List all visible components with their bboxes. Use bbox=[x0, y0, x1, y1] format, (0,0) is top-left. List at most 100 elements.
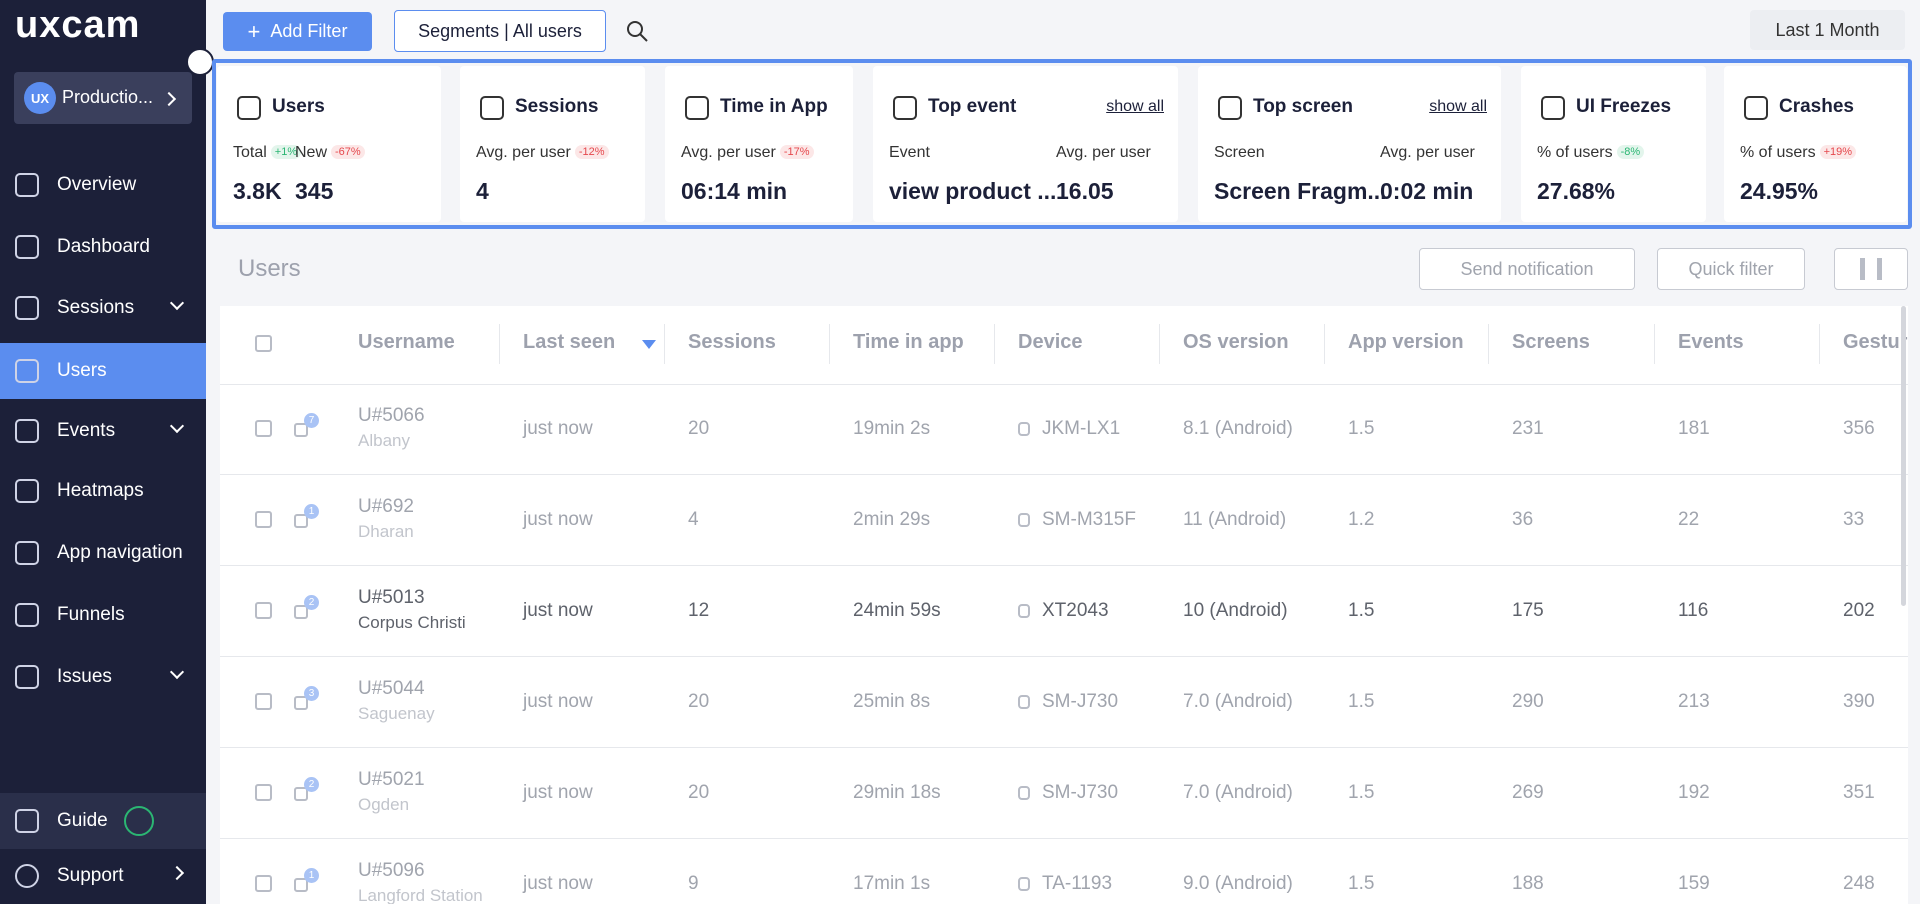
nav-item[interactable]: Users bbox=[0, 343, 206, 399]
nav-item[interactable]: Sessions bbox=[0, 280, 206, 336]
column-divider bbox=[1159, 324, 1160, 364]
nav-label: Funnels bbox=[57, 604, 125, 625]
metric-badge: -8% bbox=[1616, 145, 1645, 159]
table-cell: just now bbox=[523, 873, 593, 894]
table-row[interactable] bbox=[220, 384, 1908, 475]
metric-icon bbox=[480, 96, 504, 120]
nav-item[interactable]: Events bbox=[0, 403, 206, 459]
table-cell: 1.5 bbox=[1348, 600, 1375, 621]
column-header[interactable]: Sessions bbox=[688, 331, 776, 353]
location: Dharan bbox=[358, 522, 414, 541]
notes-icon bbox=[294, 878, 308, 892]
column-header[interactable]: OS version bbox=[1183, 331, 1289, 353]
metric-label: Avg. per user bbox=[1056, 144, 1151, 162]
quick-filter-button[interactable]: Quick filter bbox=[1657, 248, 1805, 290]
segments-button[interactable]: Segments | All users bbox=[394, 10, 606, 52]
column-divider bbox=[994, 324, 995, 364]
table-row[interactable] bbox=[220, 475, 1908, 566]
app-name: Productio... bbox=[62, 87, 154, 107]
nav-item[interactable]: Heatmaps bbox=[0, 463, 206, 519]
metric-card: Crashes % of users +19% 24.95% bbox=[1724, 66, 1907, 222]
send-notification-label: Send notification bbox=[1460, 258, 1594, 279]
logo: uxcam bbox=[15, 4, 141, 46]
row-checkbox[interactable] bbox=[255, 875, 272, 892]
columns-button[interactable] bbox=[1834, 248, 1908, 290]
location: Ogden bbox=[358, 795, 410, 814]
table-cell: SM-J730 bbox=[1042, 691, 1119, 712]
column-header[interactable]: App version bbox=[1348, 331, 1464, 353]
row-checkbox[interactable] bbox=[255, 420, 272, 437]
metric-card: Users Total +1% 3.8K New -67% 345 bbox=[217, 66, 441, 222]
column-header[interactable]: Gestures bbox=[1843, 331, 1908, 353]
nav-item[interactable]: Dashboard bbox=[0, 219, 206, 275]
table-title: Users bbox=[238, 255, 301, 282]
guide-label: Guide bbox=[57, 810, 108, 831]
column-divider bbox=[1488, 324, 1489, 364]
metric-value: Screen Fragm... bbox=[1214, 178, 1387, 204]
table-cell: 12 bbox=[688, 600, 710, 621]
location: Corpus Christi bbox=[358, 613, 466, 632]
app-selector[interactable]: UX Productio... bbox=[14, 72, 192, 124]
column-header[interactable]: Device bbox=[1018, 331, 1083, 353]
metric-badge: +19% bbox=[1819, 145, 1857, 159]
row-checkbox[interactable] bbox=[255, 602, 272, 619]
add-filter-button[interactable]: + Add Filter bbox=[223, 12, 372, 51]
nav-item[interactable]: Issues bbox=[0, 649, 206, 705]
metric-label: Avg. per user -12% bbox=[476, 144, 609, 162]
column-divider bbox=[1654, 324, 1655, 364]
period-selector[interactable]: Last 1 Month bbox=[1750, 10, 1905, 50]
column-header[interactable]: Username bbox=[358, 331, 455, 353]
table-cell: 25min 8s bbox=[853, 691, 931, 712]
row-checkbox[interactable] bbox=[255, 511, 272, 528]
send-notification-button[interactable]: Send notification bbox=[1419, 248, 1635, 290]
app-badge: UX bbox=[24, 82, 56, 114]
show-all-link[interactable]: show all bbox=[1106, 98, 1164, 115]
metric-label: Total +1% bbox=[233, 144, 302, 162]
table-cell: 1.2 bbox=[1348, 509, 1375, 530]
table-row[interactable] bbox=[220, 657, 1908, 748]
metric-title: Time in App bbox=[720, 96, 828, 117]
metric-value: 3.8K bbox=[233, 178, 282, 204]
metric-label-text: New bbox=[295, 144, 328, 161]
column-header[interactable]: Screens bbox=[1512, 331, 1590, 353]
row-checkbox[interactable] bbox=[255, 784, 272, 801]
row-checkbox[interactable] bbox=[255, 693, 272, 710]
show-all-link[interactable]: show all bbox=[1429, 98, 1487, 115]
users-table: Username Last seen Sessions Time in app Devi… bbox=[220, 306, 1908, 904]
column-header[interactable]: Time in app bbox=[853, 331, 964, 353]
table-cell: 202 bbox=[1843, 600, 1875, 621]
segments-label: Segments | All users bbox=[418, 20, 582, 41]
chevron bbox=[169, 418, 185, 434]
collapse-button[interactable] bbox=[186, 48, 214, 76]
metric-card: Top screen show all Screen Screen Fragm... A… bbox=[1198, 66, 1501, 222]
table-cell: 4 bbox=[688, 509, 699, 530]
metric-title: UI Freezes bbox=[1576, 96, 1672, 117]
column-header[interactable]: Events bbox=[1678, 331, 1744, 353]
metric-value: view product ... bbox=[889, 178, 1057, 204]
nav-label: Users bbox=[57, 360, 107, 381]
nav-item[interactable]: Overview bbox=[0, 157, 206, 213]
column-header[interactable]: Last seen bbox=[523, 331, 616, 353]
table-cell: JKM-LX1 bbox=[1042, 418, 1121, 439]
table-cell: XT2043 bbox=[1042, 600, 1109, 621]
table-cell: 36 bbox=[1512, 509, 1534, 530]
metric-label-text: Avg. per user bbox=[1380, 144, 1475, 161]
nav-item[interactable]: Funnels bbox=[0, 587, 206, 643]
metric-label-text: % of users bbox=[1537, 144, 1613, 161]
search-icon[interactable] bbox=[626, 20, 650, 44]
table-cell: 20 bbox=[688, 691, 710, 712]
column-divider bbox=[664, 324, 665, 364]
notes-count: 2 bbox=[304, 777, 319, 792]
support[interactable]: Support bbox=[0, 848, 206, 904]
notes-icon bbox=[294, 787, 308, 801]
table-cell: 10 (Android) bbox=[1183, 600, 1288, 621]
table-row[interactable] bbox=[220, 748, 1908, 839]
nav-item[interactable]: App navigation bbox=[0, 525, 206, 581]
guide[interactable]: Guide bbox=[0, 793, 206, 849]
nav-icon bbox=[15, 359, 39, 383]
metrics-frame bbox=[212, 59, 1912, 229]
table-row[interactable] bbox=[220, 566, 1908, 657]
metric-icon bbox=[1744, 96, 1768, 120]
metric-label-text: Event bbox=[889, 144, 930, 161]
header-checkbox[interactable] bbox=[255, 335, 272, 352]
